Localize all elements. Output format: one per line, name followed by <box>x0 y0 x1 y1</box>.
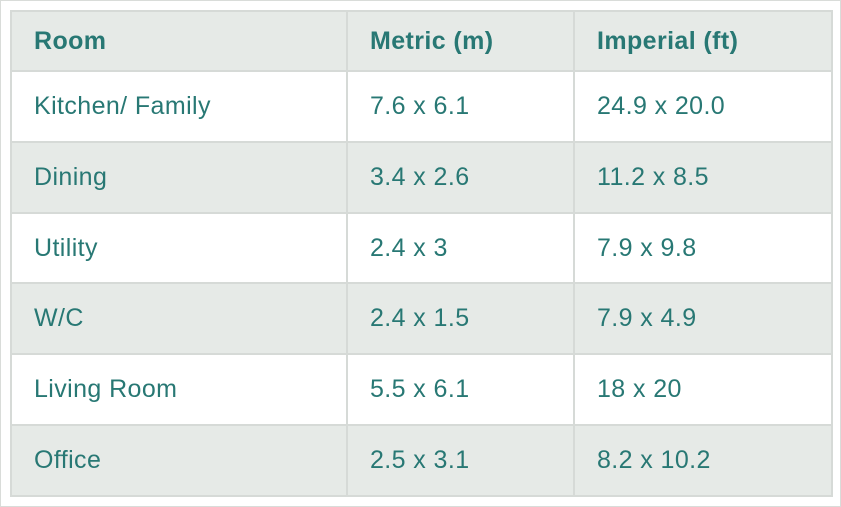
metric-dimensions-cell: 3.4 x 2.6 <box>346 140 575 214</box>
column-header-room: Room <box>10 10 348 72</box>
room-name-cell: W/C <box>10 282 348 356</box>
room-name-cell: Dining <box>10 140 348 214</box>
room-name-cell: Kitchen/ Family <box>10 70 348 143</box>
imperial-dimensions-cell: 7.9 x 4.9 <box>573 282 833 356</box>
imperial-dimensions-cell: 11.2 x 8.5 <box>573 140 833 214</box>
header-row: Room Metric (m) Imperial (ft) <box>10 10 833 72</box>
imperial-dimensions-cell: 24.9 x 20.0 <box>573 70 833 143</box>
metric-dimensions-cell: 2.4 x 1.5 <box>346 282 575 356</box>
table-row-utility: Utility 2.4 x 3 7.9 x 9.8 <box>10 211 833 285</box>
room-dimensions-table: Room Metric (m) Imperial (ft) Kitchen/ F… <box>10 10 833 497</box>
imperial-dimensions-cell: 18 x 20 <box>573 353 833 427</box>
metric-dimensions-cell: 5.5 x 6.1 <box>346 353 575 427</box>
table-row-office: Office 2.5 x 3.1 8.2 x 10.2 <box>10 424 833 497</box>
metric-dimensions-cell: 7.6 x 6.1 <box>346 70 575 143</box>
table-row-dining: Dining 3.4 x 2.6 11.2 x 8.5 <box>10 140 833 214</box>
room-name-cell: Office <box>10 424 348 497</box>
column-header-metric: Metric (m) <box>346 10 575 72</box>
imperial-dimensions-cell: 7.9 x 9.8 <box>573 211 833 285</box>
table-row-wc: W/C 2.4 x 1.5 7.9 x 4.9 <box>10 282 833 356</box>
metric-dimensions-cell: 2.4 x 3 <box>346 211 575 285</box>
room-name-cell: Living Room <box>10 353 348 427</box>
column-header-imperial: Imperial (ft) <box>573 10 833 72</box>
room-name-cell: Utility <box>10 211 348 285</box>
imperial-dimensions-cell: 8.2 x 10.2 <box>573 424 833 497</box>
metric-dimensions-cell: 2.5 x 3.1 <box>346 424 575 497</box>
table-row-kitchen-family: Kitchen/ Family 7.6 x 6.1 24.9 x 20.0 <box>10 70 833 143</box>
table-row-living-room: Living Room 5.5 x 6.1 18 x 20 <box>10 353 833 427</box>
